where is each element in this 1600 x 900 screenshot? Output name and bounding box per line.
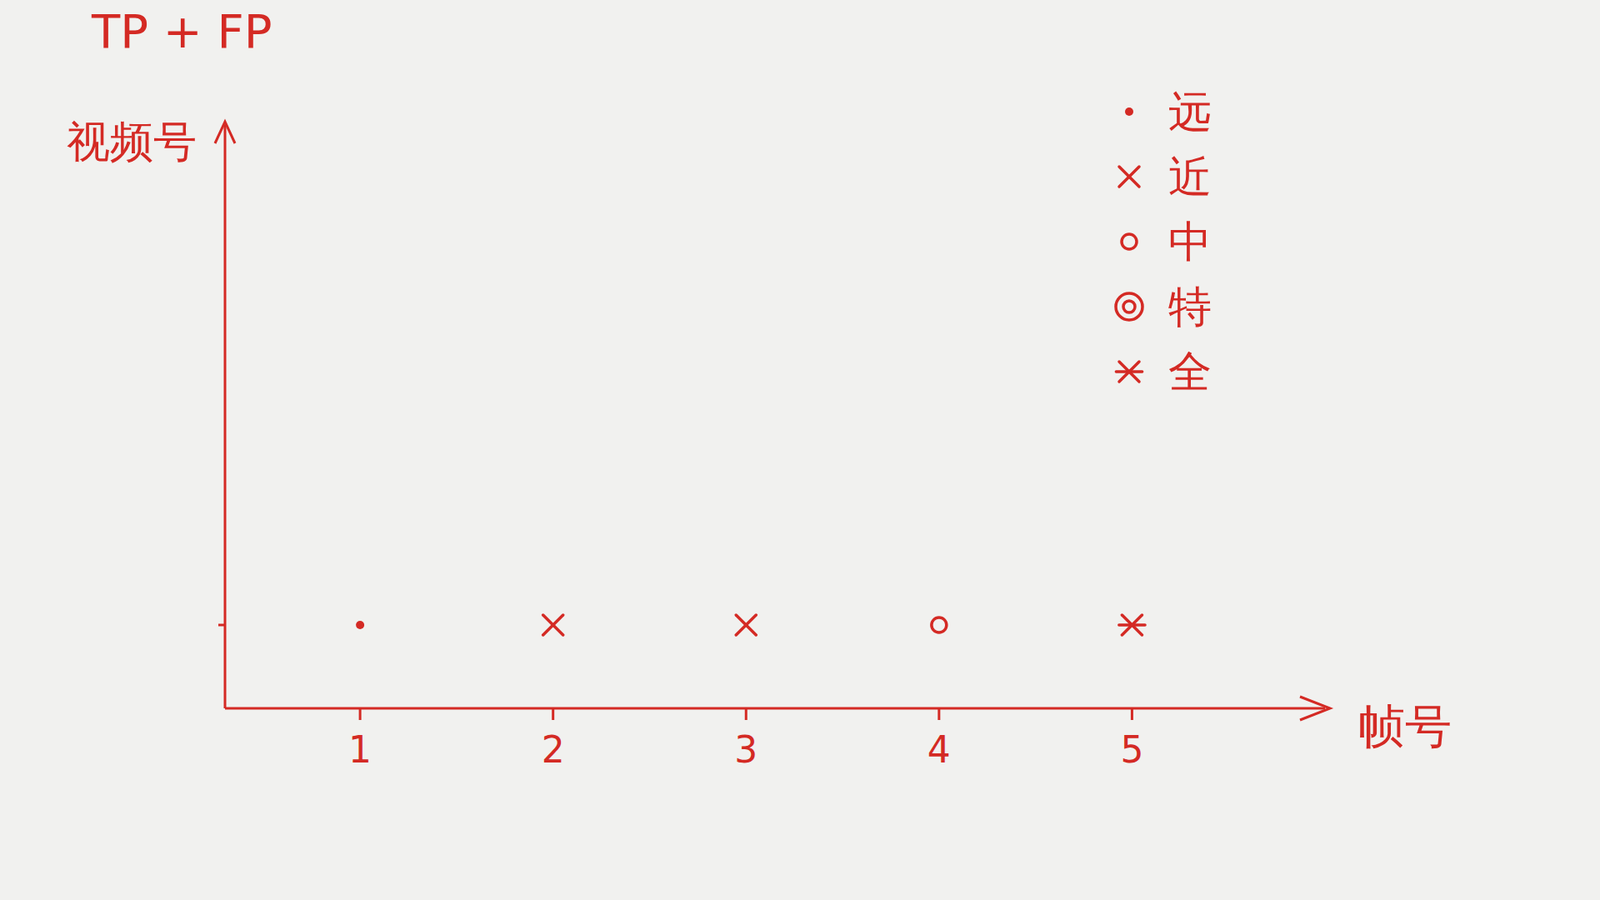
svg-text:5: 5 [1120, 728, 1144, 771]
svg-text:4: 4 [927, 728, 951, 771]
html-text:帧号: 帧号 [1358, 699, 1452, 754]
html-text:远: 远 [1168, 86, 1212, 137]
html-text:特: 特 [1168, 281, 1212, 332]
html-text:中: 中 [1168, 216, 1212, 267]
html-text:TP + FP: TP + FP [91, 4, 273, 59]
html-text:近: 近 [1168, 151, 1212, 202]
html-text:视频号: 视频号 [66, 116, 197, 167]
svg-text:1: 1 [348, 728, 372, 771]
svg-text:2: 2 [541, 728, 565, 771]
svg-text:3: 3 [734, 728, 758, 771]
html-text:全: 全 [1168, 346, 1212, 397]
